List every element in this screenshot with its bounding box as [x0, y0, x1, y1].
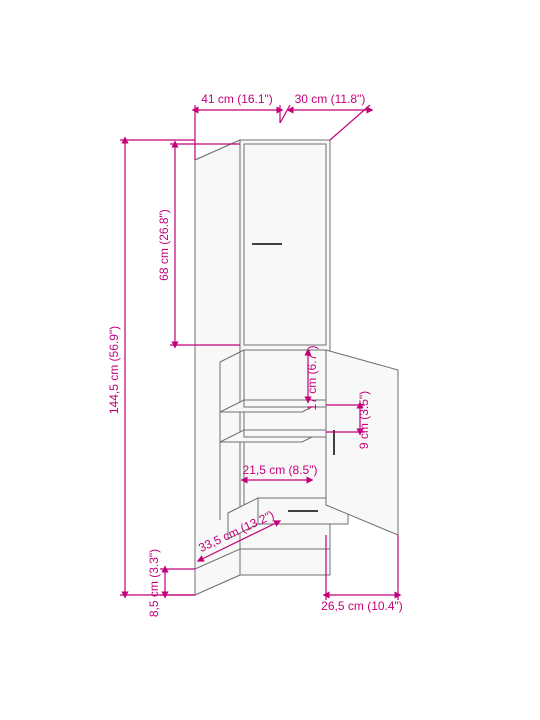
label-width: 30 cm (11.8") [295, 92, 366, 106]
label-depth: 41 cm (16.1") [201, 92, 273, 106]
label-shelf-9: 9 cm (3.5") [357, 391, 371, 449]
label-overall-height: 144,5 cm (56.9") [107, 326, 121, 414]
dimension-diagram: 144,5 cm (56.9") 68 cm (26.8") 41 cm (16… [0, 0, 540, 720]
label-shelf-17: 17 cm (6.7") [305, 346, 319, 411]
ext-width-l [280, 105, 290, 123]
plinth-front [240, 549, 330, 575]
label-base-height: 8,5 cm (3.3") [147, 549, 161, 617]
label-upper-door-height: 68 cm (26.8") [157, 209, 171, 281]
label-inner-width: 21,5 cm (8.5") [243, 463, 318, 477]
label-door-width: 26,5 cm (10.4") [321, 599, 403, 613]
shelf-2-front [244, 430, 326, 437]
